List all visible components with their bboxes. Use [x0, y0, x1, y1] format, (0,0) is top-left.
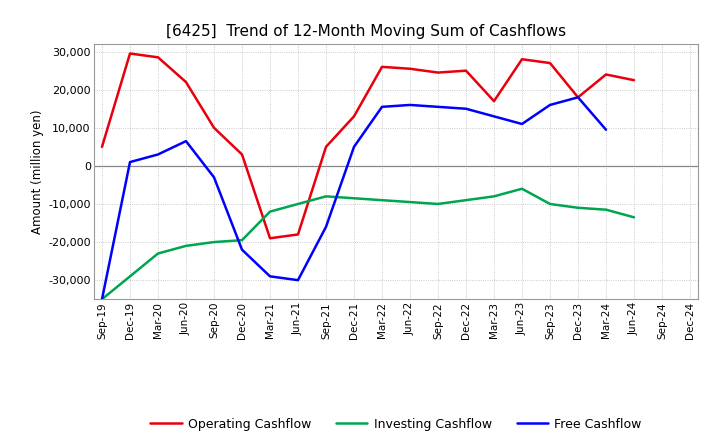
Operating Cashflow: [378, 64, 387, 70]
Operating Cashflow: [322, 144, 330, 150]
Free Cashflow: [350, 144, 359, 150]
Line: Operating Cashflow: Operating Cashflow: [102, 54, 634, 238]
Operating Cashflow: [405, 66, 414, 71]
Operating Cashflow: [462, 68, 470, 73]
Free Cashflow: [153, 152, 162, 157]
Free Cashflow: [546, 103, 554, 108]
Free Cashflow: [462, 106, 470, 111]
Operating Cashflow: [574, 95, 582, 100]
Operating Cashflow: [181, 80, 190, 85]
Investing Cashflow: [266, 209, 274, 214]
Investing Cashflow: [153, 251, 162, 256]
Investing Cashflow: [602, 207, 611, 213]
Operating Cashflow: [518, 57, 526, 62]
Investing Cashflow: [490, 194, 498, 199]
Investing Cashflow: [322, 194, 330, 199]
Legend: Operating Cashflow, Investing Cashflow, Free Cashflow: Operating Cashflow, Investing Cashflow, …: [145, 413, 647, 436]
Investing Cashflow: [294, 202, 302, 207]
Investing Cashflow: [181, 243, 190, 249]
Investing Cashflow: [546, 202, 554, 207]
Operating Cashflow: [266, 235, 274, 241]
Investing Cashflow: [378, 198, 387, 203]
Free Cashflow: [490, 114, 498, 119]
Free Cashflow: [433, 104, 442, 110]
Free Cashflow: [602, 127, 611, 132]
Operating Cashflow: [490, 99, 498, 104]
Investing Cashflow: [518, 186, 526, 191]
Y-axis label: Amount (million yen): Amount (million yen): [31, 110, 44, 234]
Free Cashflow: [238, 247, 246, 252]
Operating Cashflow: [294, 232, 302, 237]
Operating Cashflow: [98, 144, 107, 150]
Operating Cashflow: [433, 70, 442, 75]
Operating Cashflow: [602, 72, 611, 77]
Free Cashflow: [378, 104, 387, 110]
Investing Cashflow: [126, 274, 135, 279]
Operating Cashflow: [126, 51, 135, 56]
Free Cashflow: [322, 224, 330, 230]
Investing Cashflow: [462, 198, 470, 203]
Free Cashflow: [518, 121, 526, 127]
Operating Cashflow: [630, 77, 639, 83]
Investing Cashflow: [433, 202, 442, 207]
Operating Cashflow: [210, 125, 218, 130]
Operating Cashflow: [546, 60, 554, 66]
Free Cashflow: [181, 139, 190, 144]
Free Cashflow: [266, 274, 274, 279]
Operating Cashflow: [153, 55, 162, 60]
Free Cashflow: [574, 95, 582, 100]
Free Cashflow: [210, 175, 218, 180]
Line: Investing Cashflow: Investing Cashflow: [102, 189, 634, 299]
Investing Cashflow: [238, 238, 246, 243]
Operating Cashflow: [238, 152, 246, 157]
Free Cashflow: [126, 159, 135, 165]
Investing Cashflow: [350, 196, 359, 201]
Investing Cashflow: [405, 199, 414, 205]
Free Cashflow: [294, 278, 302, 283]
Free Cashflow: [98, 297, 107, 302]
Investing Cashflow: [630, 215, 639, 220]
Text: [6425]  Trend of 12-Month Moving Sum of Cashflows: [6425] Trend of 12-Month Moving Sum of C…: [166, 24, 567, 39]
Investing Cashflow: [98, 297, 107, 302]
Investing Cashflow: [574, 205, 582, 210]
Operating Cashflow: [350, 114, 359, 119]
Free Cashflow: [405, 103, 414, 108]
Line: Free Cashflow: Free Cashflow: [102, 97, 606, 299]
Investing Cashflow: [210, 239, 218, 245]
